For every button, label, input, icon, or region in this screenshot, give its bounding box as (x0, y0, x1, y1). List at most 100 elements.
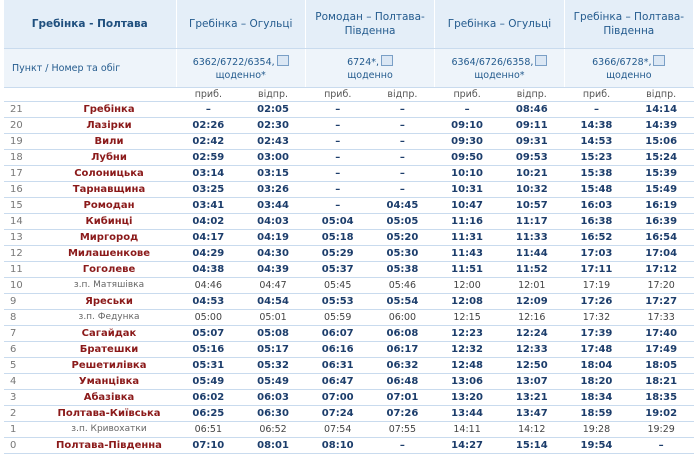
stop-index: 7 (4, 325, 42, 342)
stop-index: 19 (4, 133, 42, 150)
time: 15:14 (499, 437, 565, 454)
time: 19:02 (628, 405, 694, 422)
time: 12:33 (499, 341, 565, 358)
column-header: приб. відпр. приб. відпр. приб. відпр. приб. ві… (4, 87, 694, 102)
time: – (370, 133, 435, 150)
time: 16:39 (628, 213, 694, 230)
time: 14:12 (499, 421, 565, 438)
dep-label: відпр. (628, 87, 694, 102)
row: 3 Абазівка 06:02 06:03 07:00 07:01 13:20 13:21 1… (4, 389, 694, 406)
arr-label: приб. (305, 87, 371, 102)
time: 11:17 (499, 213, 565, 230)
time: 17:19 (564, 277, 629, 294)
time: 12:48 (434, 357, 500, 374)
train-cell: 6724*, щоденно (305, 48, 436, 88)
time: – (370, 149, 435, 166)
stop-index: 0 (4, 437, 42, 454)
calendar-icon[interactable] (276, 54, 289, 66)
row: 6 Братешки 05:16 05:17 06:16 06:17 12:32 12:33 1… (4, 341, 694, 358)
table-title: Гребінка - Полтава (4, 0, 177, 49)
time: 06:25 (176, 405, 241, 422)
arr-label: приб. (434, 87, 500, 102)
time: 17:20 (628, 277, 694, 294)
time: 05:18 (305, 229, 371, 246)
row: 20 Лазірки 02:26 02:30– –09:10 09:11 14:38 14:3… (4, 117, 694, 134)
row: 15 Ромодан 03:41 03:44–04:45 10:47 10:57 16:03… (4, 197, 694, 214)
row: 17 Солоницька 03:14 03:15– –10:10 10:21 15:38 1… (4, 165, 694, 182)
time: 12:23 (434, 325, 500, 342)
time: 14:53 (564, 133, 629, 150)
time: – (370, 101, 435, 118)
station: Тарнавщина (42, 181, 176, 198)
time: 18:34 (564, 389, 629, 406)
calendar-icon[interactable] (535, 54, 548, 66)
time: 12:08 (434, 293, 500, 310)
time: – (305, 101, 371, 118)
train-cell: 6366/6728*, щоденно (564, 48, 695, 88)
stop-index: 20 (4, 117, 42, 134)
time: 05:37 (305, 261, 371, 278)
arr-label: приб. (176, 87, 241, 102)
time: 03:26 (240, 181, 306, 198)
time: – (305, 197, 371, 214)
time: 13:21 (499, 389, 565, 406)
train-days: щоденно* (474, 69, 525, 81)
time: 10:57 (499, 197, 565, 214)
station: Абазівка (42, 389, 176, 406)
time: 15:06 (628, 133, 694, 150)
time: 12:32 (434, 341, 500, 358)
station: Милашенкове (42, 245, 176, 262)
station: Гоголеве (42, 261, 176, 278)
time: 18:59 (564, 405, 629, 422)
time: 03:41 (176, 197, 241, 214)
time: 19:28 (564, 421, 629, 438)
time: 13:47 (499, 405, 565, 422)
calendar-icon[interactable] (381, 54, 394, 66)
train-days: щоденно (606, 69, 652, 81)
time: – (564, 101, 629, 118)
time: 11:51 (434, 261, 500, 278)
time: 15:39 (628, 165, 694, 182)
time: 16:19 (628, 197, 694, 214)
station: Полтава-Південна (42, 437, 176, 454)
time: 02:26 (176, 117, 241, 134)
route-header: Гребінка - Полтава Гребінка – Огульці Ро… (4, 0, 695, 49)
stop-index: 21 (4, 101, 42, 118)
time: 05:53 (305, 293, 371, 310)
stop-index: 2 (4, 405, 42, 422)
time: 03:25 (176, 181, 241, 198)
time: 07:55 (370, 421, 435, 438)
train-days: щоденно* (215, 69, 266, 81)
time: 12:09 (499, 293, 565, 310)
time: 05:49 (176, 373, 241, 390)
time: 09:11 (499, 117, 565, 134)
time: 09:50 (434, 149, 500, 166)
time: 13:07 (499, 373, 565, 390)
time: 06:03 (240, 389, 306, 406)
time: 07:54 (305, 421, 371, 438)
time: 17:33 (628, 309, 694, 326)
time: 16:03 (564, 197, 629, 214)
dep-label: відпр. (240, 87, 306, 102)
time: 19:29 (628, 421, 694, 438)
time: 05:29 (305, 245, 371, 262)
time: – (370, 117, 435, 134)
row: 2 Полтава-Київська 06:25 06:30 07:24 07:26 13:… (4, 405, 694, 422)
time: 04:02 (176, 213, 241, 230)
time: 04:19 (240, 229, 306, 246)
time: – (305, 165, 371, 182)
time: 18:21 (628, 373, 694, 390)
time: 15:49 (628, 181, 694, 198)
time: 05:17 (240, 341, 306, 358)
time: – (434, 101, 500, 118)
station: з.п. Кривохатки (42, 421, 176, 438)
arr-label: приб. (564, 87, 629, 102)
time: 13:44 (434, 405, 500, 422)
calendar-icon[interactable] (653, 54, 666, 66)
row: 10 з.п. Матяшівка 04:46 04:47 05:45 05:46 12:0… (4, 277, 694, 294)
time: 16:52 (564, 229, 629, 246)
time: 04:03 (240, 213, 306, 230)
time: 17:03 (564, 245, 629, 262)
station: Яреськи (42, 293, 176, 310)
